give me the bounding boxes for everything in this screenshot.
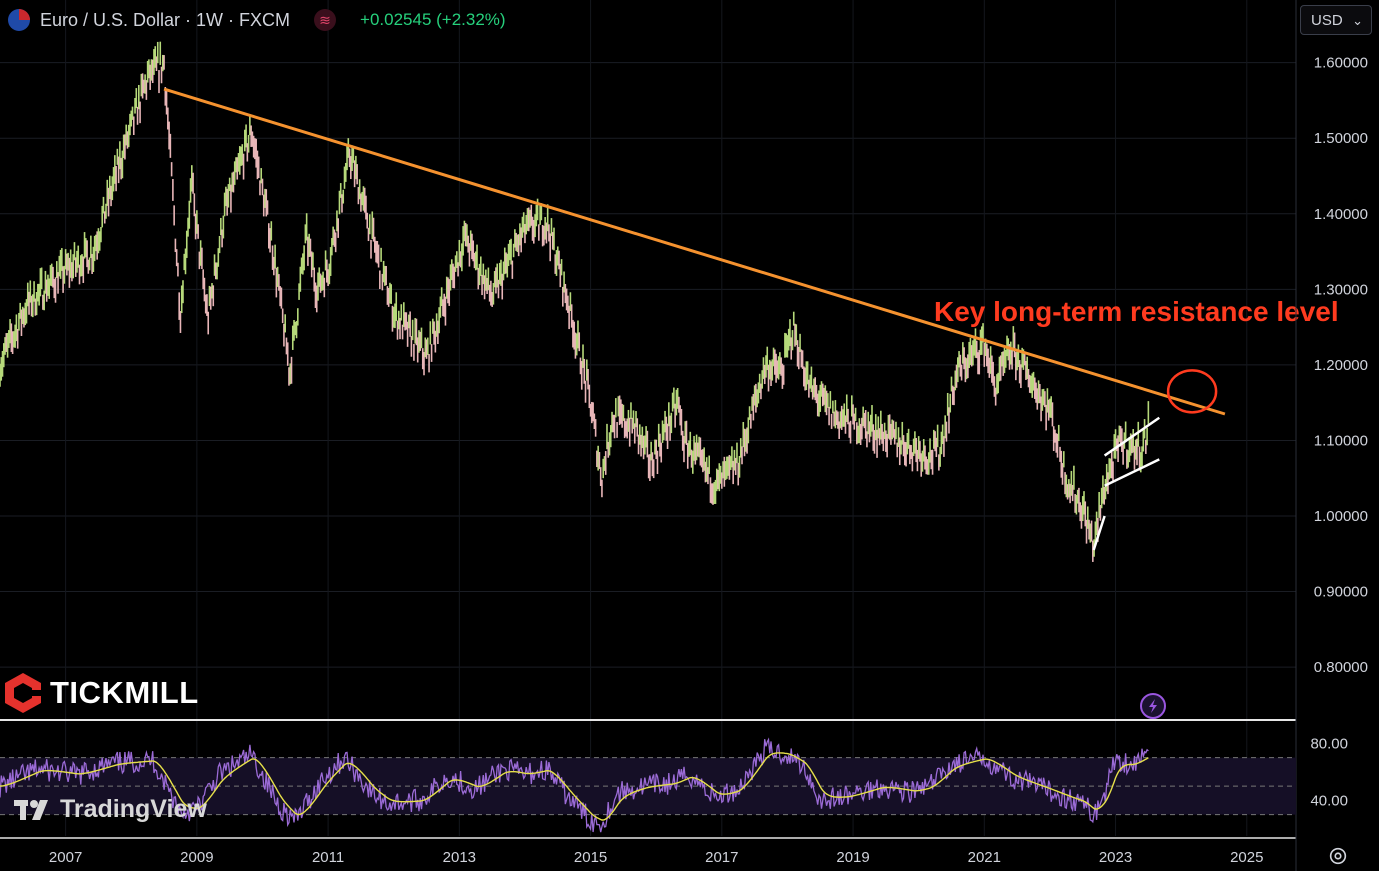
price-tick-label: 1.40000 — [1314, 206, 1368, 223]
chevron-down-icon: ⌄ — [1352, 12, 1363, 28]
eu-flag-icon — [8, 9, 30, 31]
time-tick-label: 2013 — [443, 849, 476, 866]
currency-select[interactable]: USD ⌄ — [1300, 5, 1372, 35]
time-tick-label: 2019 — [836, 849, 869, 866]
time-tick-label: 2015 — [574, 849, 607, 866]
resistance-circle — [1166, 369, 1218, 414]
price-tick-label: 0.80000 — [1314, 659, 1368, 676]
time-tick-label: 2025 — [1230, 849, 1263, 866]
tickmill-logo-icon — [5, 673, 41, 713]
price-tick-label: 1.10000 — [1314, 432, 1368, 449]
indicator-wave-icon[interactable]: ≋ — [314, 9, 337, 31]
rsi-tick-label: 80.00 — [1310, 735, 1348, 752]
price-tick-label: 0.90000 — [1314, 584, 1368, 601]
tradingview-wordmark: TradingView — [60, 795, 207, 823]
rsi-pane: 80.00 40.00 — [0, 735, 1348, 833]
chart-header: Euro / U.S. Dollar · 1W · FXCM ≋ +0.0254… — [8, 6, 506, 34]
price-tick-label: 1.60000 — [1314, 55, 1368, 72]
price-tick-label: 1.20000 — [1314, 357, 1368, 374]
currency-value: USD — [1311, 11, 1343, 29]
price-series — [0, 41, 1150, 562]
price-change: +0.02545 (+2.32%) — [360, 10, 506, 29]
symbol-title[interactable]: Euro / U.S. Dollar · 1W · FXCM — [40, 9, 291, 30]
resistance-label: Key long-term resistance level — [934, 296, 1339, 327]
price-tick-label: 1.50000 — [1314, 130, 1368, 147]
time-tick-label: 2007 — [49, 849, 82, 866]
time-tick-label: 2023 — [1099, 849, 1132, 866]
time-tick-label: 2011 — [312, 849, 344, 866]
tradingview-logo-icon — [14, 799, 48, 820]
tickmill-wordmark: TICKMILL — [50, 675, 199, 710]
tickmill-logo: TICKMILL — [4, 672, 199, 714]
rsi-tick-label: 40.00 — [1310, 792, 1348, 809]
time-tick-label: 2009 — [180, 849, 213, 866]
price-axis[interactable]: 1.60000 1.50000 1.40000 1.30000 1.20000 1.100… — [1314, 55, 1368, 676]
price-tick-label: 1.30000 — [1314, 281, 1368, 298]
time-tick-label: 2021 — [968, 849, 1001, 866]
price-tick-label: 1.00000 — [1314, 508, 1368, 525]
time-tick-label: 2017 — [705, 849, 738, 866]
channel-lower-line — [1104, 458, 1160, 487]
lightning-icon[interactable] — [1140, 693, 1166, 719]
rsi-ma-line — [0, 752, 1149, 821]
channel-upper-line — [1103, 416, 1161, 457]
resistance-trendline — [163, 87, 1226, 416]
time-axis[interactable]: 2007 2009 2011 2013 2015 2017 2019 2021 2023 2025 — [49, 849, 1264, 866]
channel-entry-line — [1092, 515, 1106, 551]
settings-gear-icon[interactable] — [1327, 845, 1349, 867]
tradingview-logo: TradingView — [14, 795, 207, 824]
rising-channel — [1092, 416, 1161, 551]
